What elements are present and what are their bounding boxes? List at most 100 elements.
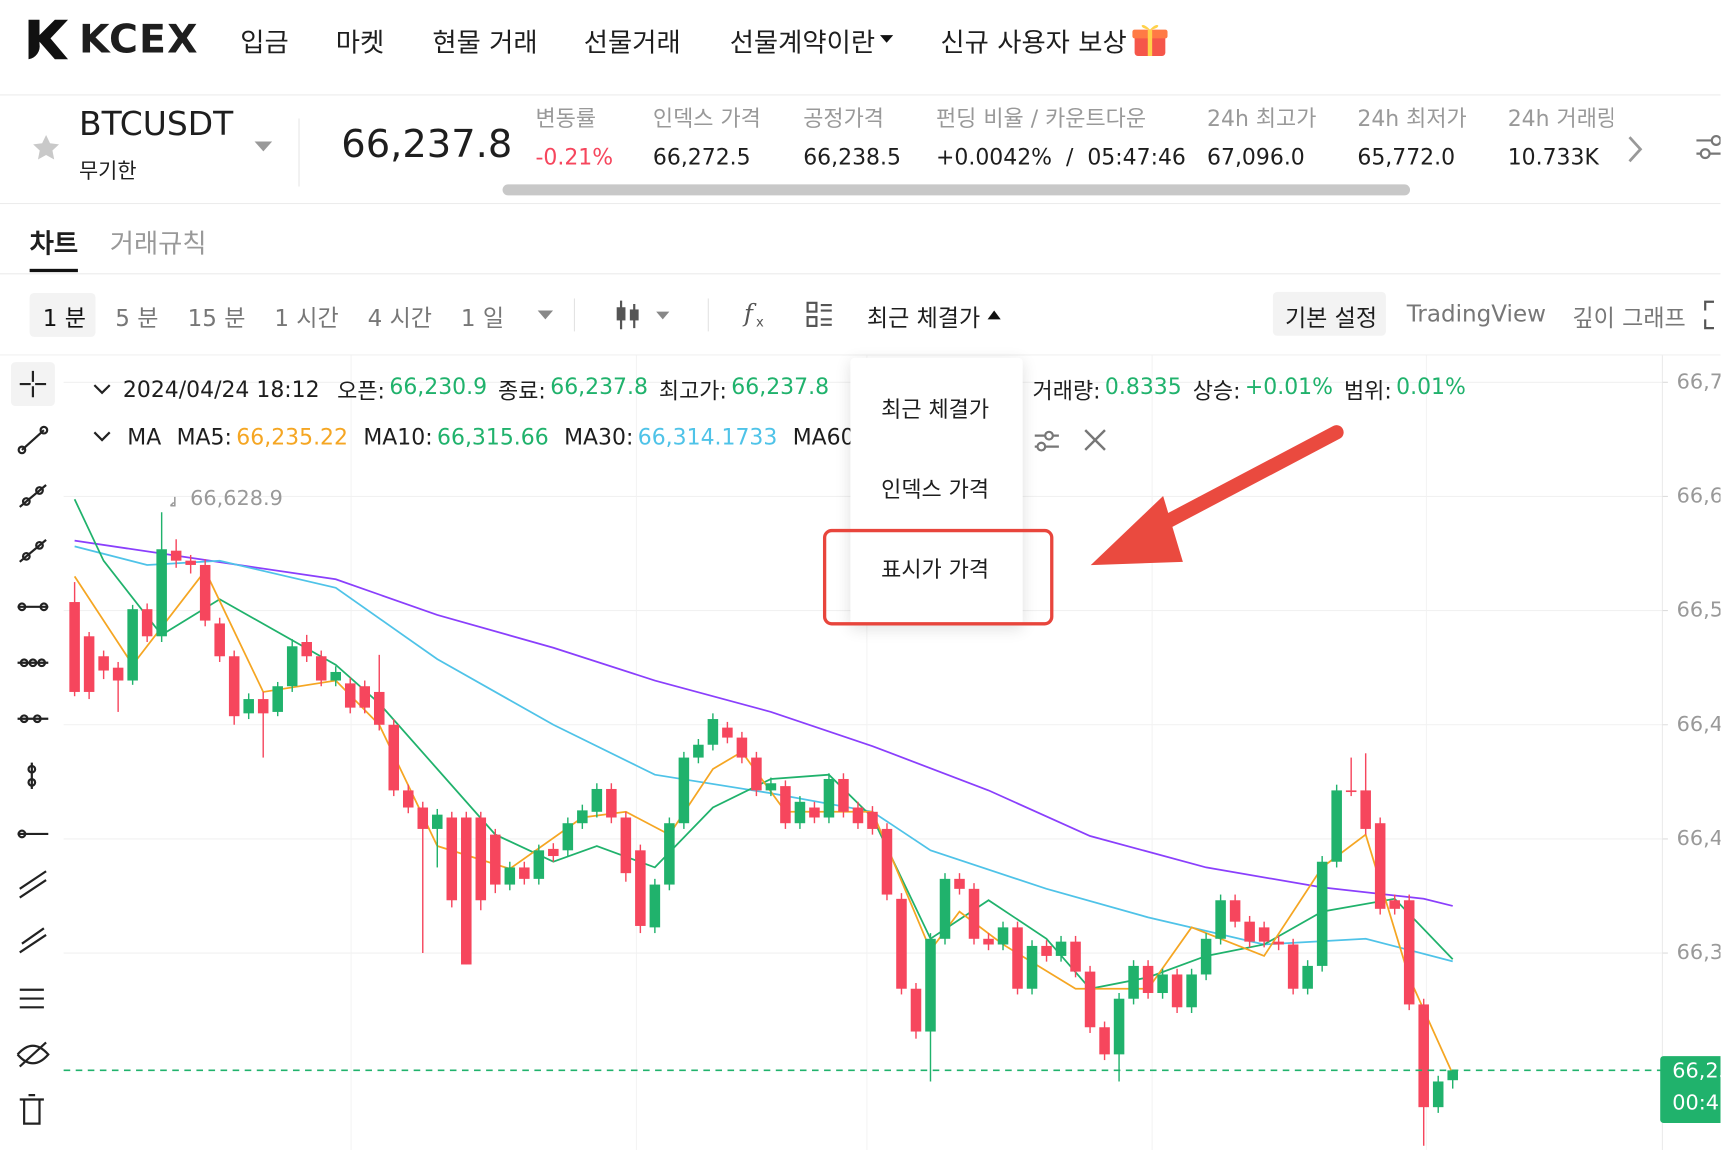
ma-line — [73, 569, 1454, 1075]
candle-body — [1229, 900, 1241, 922]
candle-type-icon[interactable] — [612, 298, 678, 331]
interval[interactable]: 4 시간 — [367, 305, 432, 332]
candle-body — [765, 783, 777, 791]
dropdown — [850, 357, 1023, 626]
candle-body — [1012, 927, 1023, 989]
candle-body — [359, 686, 371, 708]
legend-value: 66,237.8 — [731, 373, 830, 400]
view-tab[interactable]: 기본 설정 — [1284, 305, 1378, 332]
symbol-caret[interactable] — [252, 139, 274, 154]
candle-body — [301, 641, 312, 657]
ma-value: 66,315.66 — [437, 423, 549, 450]
candle-body — [954, 878, 965, 889]
candle-body — [1070, 941, 1081, 972]
ma-label: MA10: — [363, 423, 433, 450]
logo[interactable]: KCEX — [24, 15, 199, 63]
price-type-caret[interactable] — [985, 307, 1003, 322]
candle-body — [504, 867, 516, 885]
candle-body — [939, 878, 951, 939]
candle-body — [664, 823, 675, 885]
candle-body — [432, 814, 443, 829]
last-price-label: 66,237.8 — [1672, 1058, 1720, 1082]
candle-body — [823, 778, 835, 818]
interval[interactable]: 15 분 — [187, 305, 246, 332]
interval[interactable]: 5 분 — [115, 305, 159, 332]
y-tick-label: 66,560 — [1677, 598, 1721, 622]
tab[interactable]: 거래규칙 — [109, 228, 207, 259]
legend-value: 66,237.8 — [550, 373, 648, 400]
candle-body — [852, 807, 864, 824]
candle-body — [1316, 861, 1328, 966]
candle-body — [1041, 945, 1052, 956]
nav-item[interactable]: 선물계약이란 — [729, 27, 876, 59]
nav-item[interactable]: 선물거래 — [583, 27, 681, 59]
candle-body — [1215, 900, 1226, 939]
interval[interactable]: 1 시간 — [274, 305, 339, 332]
view-tab[interactable]: TradingView — [1406, 300, 1546, 327]
candle-body — [1273, 941, 1284, 945]
candle-body — [228, 656, 240, 717]
candle-body — [286, 646, 298, 687]
scrollbar[interactable] — [502, 184, 1411, 196]
layout-icon[interactable] — [805, 300, 834, 331]
candle-body — [722, 727, 733, 738]
interval-caret[interactable] — [535, 307, 555, 322]
drawing-tools[interactable] — [10, 362, 55, 1125]
ma-item: MA5: 66,235.22 — [177, 424, 348, 450]
legend-item: 범위: 0.01% — [1344, 373, 1466, 405]
stat-value: 66,238.5 — [803, 143, 901, 171]
nav-item[interactable]: 신규 사용자 보상 — [940, 27, 1127, 59]
favorite-star[interactable] — [31, 133, 62, 164]
candle-body — [1374, 823, 1386, 909]
legend-label: 오픈: — [337, 377, 385, 404]
nav-item[interactable]: 입금 — [240, 27, 289, 59]
legend-item: 최고가: 66,237.8 — [659, 373, 829, 405]
scroll-right[interactable] — [1624, 134, 1646, 165]
candle-body — [1258, 927, 1270, 942]
dropdown-item[interactable]: 최근 체결가 — [881, 396, 990, 423]
settings-icon[interactable] — [1694, 129, 1721, 164]
candle-body — [1389, 900, 1400, 909]
ma-item: MA60 — [793, 424, 855, 450]
stat-label: 인덱스 가격 — [652, 105, 761, 132]
collapse-icon[interactable] — [92, 382, 112, 395]
view-tab[interactable]: 깊이 그래프 — [1572, 305, 1686, 332]
candle-body — [1113, 998, 1125, 1055]
drawing-toolbar — [0, 355, 64, 1150]
candle-body — [98, 656, 109, 671]
candle-body — [490, 834, 501, 885]
stat-label: 공정가격 — [803, 105, 884, 132]
interval[interactable]: 1 분 — [42, 305, 86, 332]
candle-body — [185, 560, 196, 565]
candle-body — [127, 609, 138, 681]
ma-legend-actions[interactable] — [1031, 427, 1119, 456]
y-tick-label: 66,640 — [1677, 483, 1721, 507]
candle-body — [461, 817, 472, 965]
collapse-icon[interactable] — [92, 430, 112, 443]
candle-body — [1345, 790, 1357, 793]
tab-active[interactable]: 차트 — [29, 228, 79, 259]
nav-item[interactable]: 마켓 — [335, 27, 385, 59]
legend-label: 범위: — [1343, 377, 1392, 404]
nav-caret — [880, 35, 894, 43]
price-type[interactable]: 최근 체결가 — [866, 305, 981, 332]
stat-value: 66,272.5 — [652, 143, 751, 171]
fullscreen-icon[interactable] — [1703, 300, 1721, 331]
dropdown-item[interactable]: 인덱스 가격 — [881, 476, 990, 503]
stat-label: 펀딩 비율 / 카운트다운 — [935, 105, 1147, 132]
legend-value: 0.01% — [1396, 373, 1466, 400]
nav-item[interactable]: 현물 거래 — [432, 27, 538, 59]
interval[interactable]: 1 일 — [460, 305, 505, 332]
divider — [573, 298, 575, 332]
y-tick-label: 66,320 — [1677, 940, 1721, 964]
legend-date: 2024/04/24 18:12 — [122, 375, 320, 403]
candle-body — [707, 719, 719, 745]
symbol[interactable]: BTCUSDT — [79, 105, 234, 144]
candle-body — [1432, 1081, 1444, 1108]
candle-body — [577, 810, 588, 824]
stat-label: 24h 거래량 — [1507, 105, 1614, 132]
divider — [0, 203, 1721, 205]
dropdown-item[interactable]: 표시가 가격 — [881, 556, 990, 583]
